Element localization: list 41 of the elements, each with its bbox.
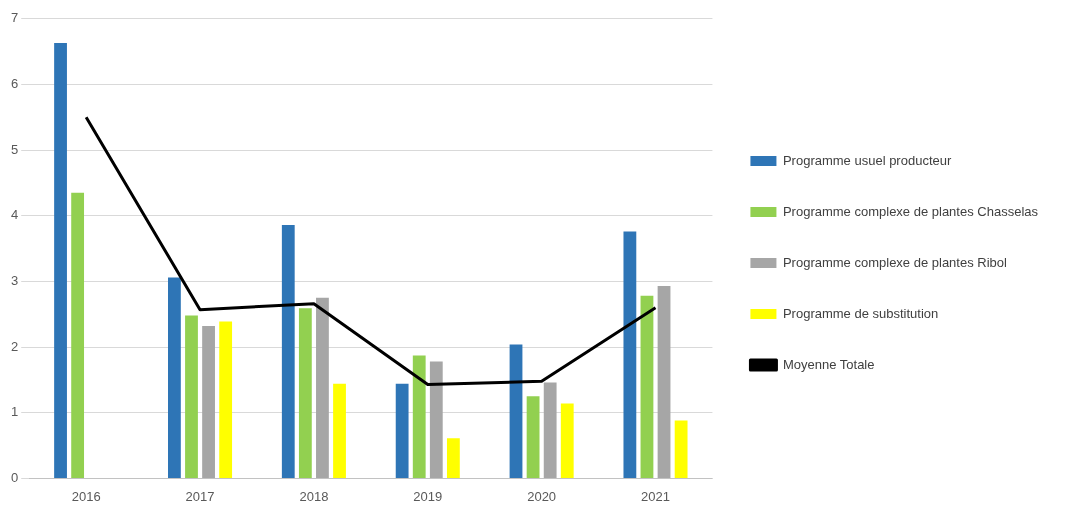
- x-tick-label: 2017: [185, 488, 215, 504]
- bar: [54, 43, 67, 478]
- y-tick-label: 5: [11, 141, 19, 157]
- bar: [560, 403, 574, 478]
- bar: [640, 295, 654, 478]
- legend-label: Programme complexe de plantes Chasselas: [782, 203, 1039, 219]
- y-tick-label: 0: [11, 469, 19, 485]
- bar: [657, 286, 671, 478]
- x-tick-label: 2016: [71, 488, 101, 504]
- y-tick-label: 2: [11, 338, 19, 354]
- x-tick-label: 2019: [413, 488, 443, 504]
- y-tick-label: 4: [11, 207, 19, 223]
- bar: [412, 355, 426, 478]
- x-tick-label: 2020: [527, 488, 557, 504]
- y-tick-label: 3: [11, 273, 19, 289]
- bar: [333, 383, 346, 478]
- y-tick-label: 6: [11, 76, 19, 92]
- bar: [71, 192, 85, 478]
- bar: [446, 438, 460, 478]
- bar: [395, 383, 409, 478]
- legend-label: Programme de substitution: [782, 305, 939, 321]
- bar: [185, 315, 198, 478]
- legend-label: Programme usuel producteur: [782, 152, 952, 168]
- bar: [623, 231, 637, 478]
- y-tick-label: 1: [11, 404, 19, 420]
- bar: [298, 308, 312, 478]
- bar: [429, 361, 443, 478]
- bar: [543, 382, 557, 478]
- x-tick-label: 2021: [641, 488, 670, 504]
- bar: [526, 396, 540, 478]
- bar: [281, 224, 295, 478]
- bar: [316, 297, 329, 478]
- legend-label: Moyenne Totale: [782, 356, 875, 372]
- bar: [674, 420, 688, 478]
- y-tick-label: 7: [11, 10, 19, 26]
- bar: [219, 321, 233, 478]
- legend-label: Programme complexe de plantes Ribol: [782, 254, 1008, 270]
- bar: [202, 326, 215, 478]
- x-tick-label: 2018: [299, 488, 329, 504]
- bar: [509, 344, 523, 478]
- bar: [168, 277, 181, 478]
